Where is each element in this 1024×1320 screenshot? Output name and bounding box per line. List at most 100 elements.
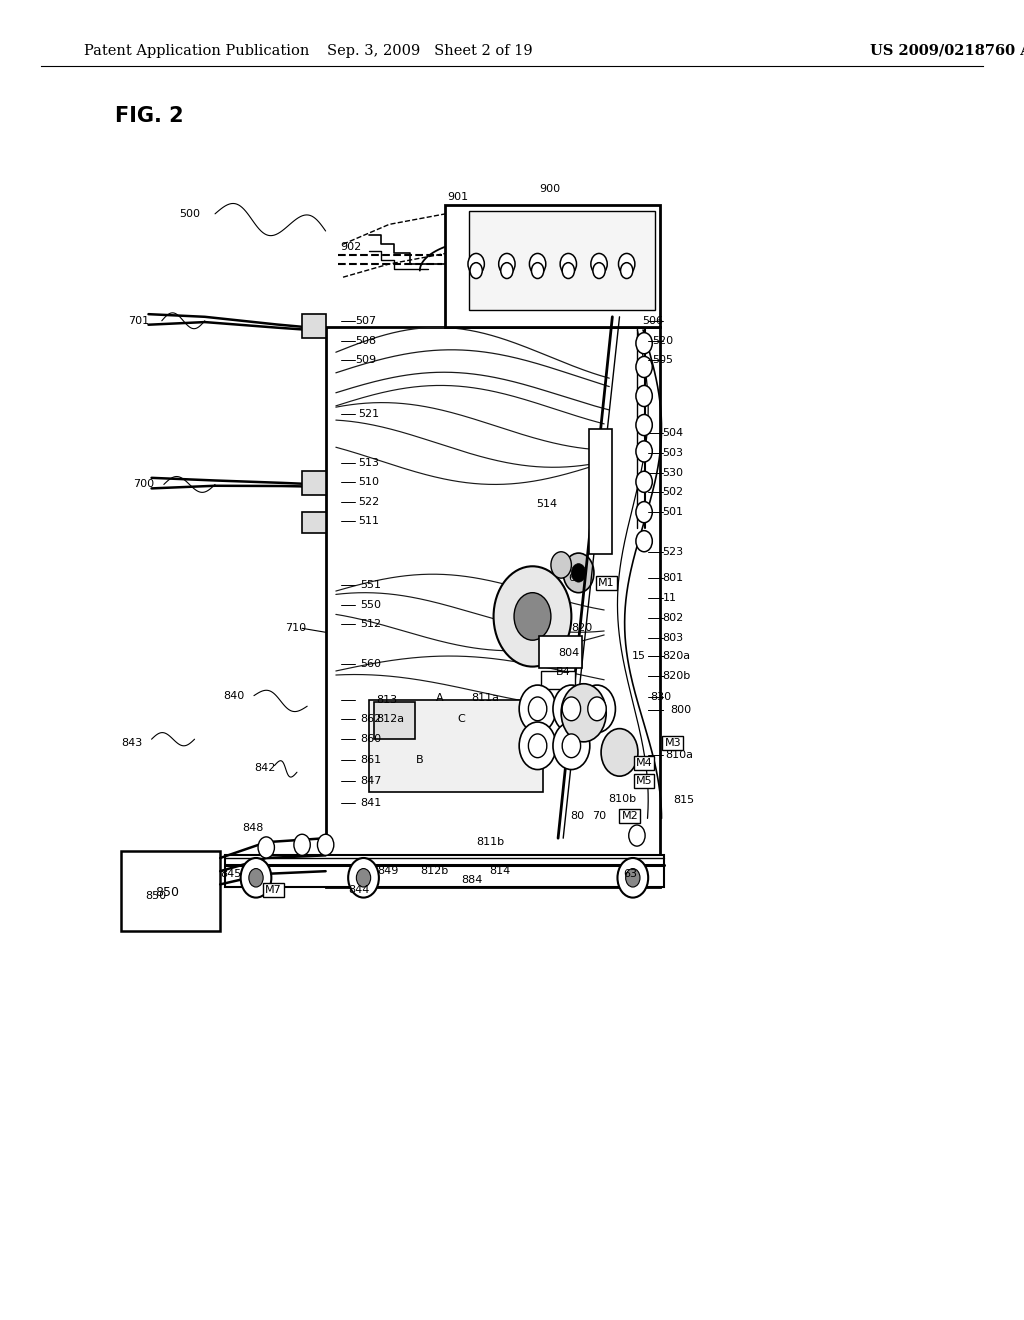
Text: 501: 501: [663, 507, 684, 517]
Text: 884: 884: [461, 875, 482, 886]
Text: 810a: 810a: [666, 750, 693, 760]
Text: 901: 901: [447, 191, 469, 202]
Circle shape: [562, 263, 574, 279]
Text: 804: 804: [558, 648, 580, 659]
Bar: [539, 636, 582, 668]
Circle shape: [501, 263, 513, 279]
Bar: [302, 314, 326, 338]
Circle shape: [514, 593, 551, 640]
Text: 860: 860: [360, 734, 382, 744]
Text: 850: 850: [155, 886, 179, 899]
Circle shape: [528, 697, 547, 721]
Text: 814: 814: [489, 866, 511, 876]
Bar: [369, 700, 543, 792]
Bar: [374, 702, 415, 739]
Bar: [326, 327, 660, 887]
Text: 842: 842: [254, 763, 275, 774]
Circle shape: [249, 869, 263, 887]
Circle shape: [563, 553, 594, 593]
Circle shape: [531, 263, 544, 279]
Circle shape: [621, 263, 633, 279]
Text: B4: B4: [556, 667, 570, 677]
Text: 503: 503: [663, 447, 684, 458]
Text: 511: 511: [358, 516, 380, 527]
Circle shape: [588, 697, 606, 721]
Text: M1: M1: [598, 578, 614, 589]
Text: A: A: [436, 693, 443, 704]
Circle shape: [601, 729, 638, 776]
Text: US 2009/0218760 A1: US 2009/0218760 A1: [870, 44, 1024, 58]
Circle shape: [562, 697, 581, 721]
Text: 849: 849: [377, 866, 398, 876]
Text: 80: 80: [570, 810, 585, 821]
Text: 502: 502: [663, 487, 684, 498]
Circle shape: [519, 722, 556, 770]
Text: Patent Application Publication: Patent Application Publication: [84, 44, 309, 58]
Circle shape: [636, 414, 652, 436]
Text: 509: 509: [355, 355, 377, 366]
Text: FIG. 2: FIG. 2: [115, 106, 183, 125]
Circle shape: [356, 869, 371, 887]
Text: 810b: 810b: [608, 793, 636, 804]
Text: 830: 830: [650, 692, 672, 702]
Circle shape: [636, 471, 652, 492]
Text: 500: 500: [179, 209, 201, 219]
Text: 551: 551: [360, 579, 382, 590]
Circle shape: [593, 263, 605, 279]
Text: 862: 862: [360, 714, 382, 725]
Text: B: B: [416, 755, 423, 766]
Circle shape: [617, 858, 648, 898]
Text: 845: 845: [220, 869, 242, 879]
Text: 902: 902: [340, 242, 361, 252]
Circle shape: [571, 564, 586, 582]
Text: 820b: 820b: [663, 671, 691, 681]
Text: 521: 521: [358, 409, 380, 420]
Circle shape: [317, 834, 334, 855]
Circle shape: [636, 356, 652, 378]
Text: 850: 850: [145, 891, 167, 902]
Text: 512: 512: [360, 619, 382, 630]
Text: 522: 522: [358, 496, 380, 507]
Circle shape: [553, 685, 590, 733]
Text: 820: 820: [571, 623, 593, 634]
Text: 504: 504: [663, 428, 684, 438]
Circle shape: [348, 858, 379, 898]
Text: M4: M4: [636, 758, 652, 768]
Circle shape: [529, 253, 546, 275]
Circle shape: [636, 502, 652, 523]
Circle shape: [618, 253, 635, 275]
Text: 847: 847: [360, 776, 382, 787]
Text: 550: 550: [360, 599, 382, 610]
Circle shape: [626, 869, 640, 887]
Circle shape: [294, 834, 310, 855]
Text: 506: 506: [642, 315, 664, 326]
Bar: [121, 851, 220, 931]
Text: C: C: [458, 714, 466, 725]
Text: 507: 507: [355, 315, 377, 326]
Text: 813: 813: [376, 694, 397, 705]
Circle shape: [241, 858, 271, 898]
Text: 848: 848: [243, 822, 264, 833]
Text: 63: 63: [624, 869, 638, 879]
Text: 508: 508: [355, 335, 377, 346]
Text: 523: 523: [663, 546, 684, 557]
Text: 514: 514: [537, 499, 558, 510]
Circle shape: [636, 531, 652, 552]
Circle shape: [468, 253, 484, 275]
Text: 70: 70: [592, 810, 606, 821]
Bar: [589, 429, 612, 554]
Text: 811b: 811b: [476, 837, 504, 847]
Text: 815: 815: [673, 795, 694, 805]
Circle shape: [560, 253, 577, 275]
Circle shape: [551, 552, 571, 578]
Circle shape: [636, 441, 652, 462]
Circle shape: [561, 684, 606, 742]
Text: 820a: 820a: [663, 651, 690, 661]
Text: M3: M3: [665, 738, 681, 748]
Bar: [445, 205, 660, 327]
Circle shape: [579, 685, 615, 733]
Text: 15: 15: [632, 651, 646, 661]
Text: 11: 11: [663, 593, 677, 603]
Text: 701: 701: [128, 315, 150, 326]
Text: 802: 802: [663, 612, 684, 623]
